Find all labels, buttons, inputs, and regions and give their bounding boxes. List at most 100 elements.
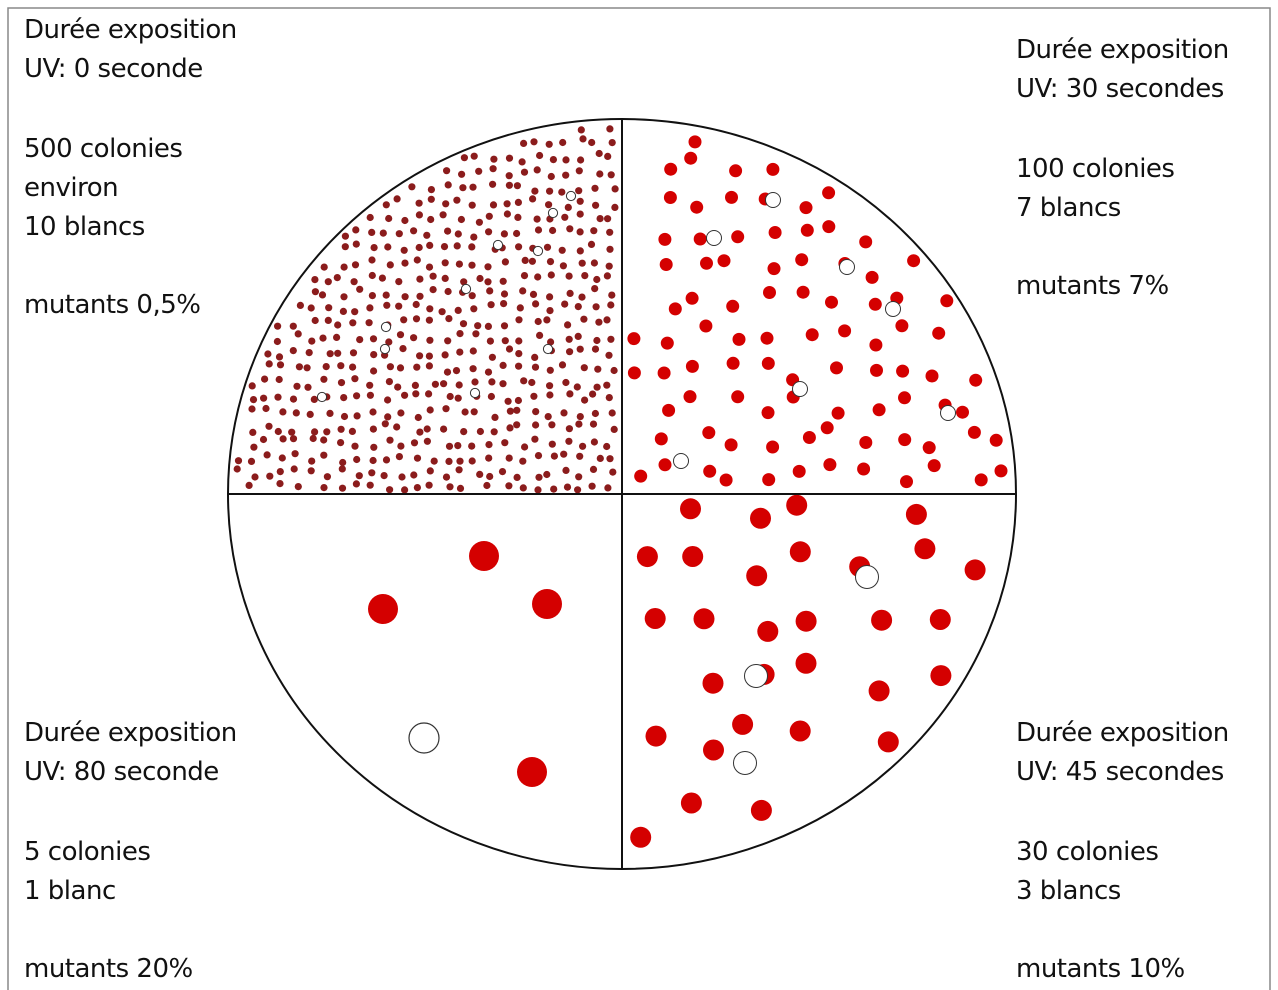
colony — [761, 332, 774, 345]
colony — [590, 466, 597, 473]
colony — [395, 278, 402, 285]
colony — [397, 331, 404, 338]
colony — [506, 182, 513, 189]
colony — [857, 463, 870, 476]
colony — [543, 471, 550, 478]
colony — [546, 293, 553, 300]
colony — [606, 246, 613, 253]
colony — [515, 199, 522, 206]
colony — [456, 466, 463, 473]
colony — [796, 611, 817, 632]
colony — [684, 152, 697, 165]
colony — [593, 303, 600, 310]
colony — [356, 286, 363, 293]
colony — [532, 589, 562, 619]
colony — [291, 465, 298, 472]
exposure-line: UV: 80 seconde — [24, 757, 219, 787]
colony — [575, 303, 582, 310]
colony — [366, 319, 373, 326]
colony — [468, 443, 475, 450]
colony — [401, 392, 408, 399]
colony — [520, 377, 527, 384]
white-colony — [461, 284, 470, 293]
colony — [500, 278, 507, 285]
white-colony — [381, 322, 390, 331]
colony — [501, 439, 508, 446]
colony — [923, 441, 936, 454]
white-colony — [470, 388, 479, 397]
colony — [342, 233, 349, 240]
colony — [549, 227, 556, 234]
colony — [546, 141, 553, 148]
colony — [486, 213, 493, 220]
colony — [531, 354, 538, 361]
colony — [577, 198, 584, 205]
colony — [532, 300, 539, 307]
colony — [513, 421, 520, 428]
colony — [528, 379, 535, 386]
colony — [932, 327, 945, 340]
colony — [416, 276, 423, 283]
count-line: 3 blancs — [1016, 876, 1121, 906]
colony — [426, 305, 433, 312]
colony — [940, 294, 953, 307]
colony — [442, 351, 449, 358]
colony — [319, 291, 326, 298]
colony — [442, 275, 449, 282]
colony — [581, 272, 588, 279]
colony — [486, 287, 493, 294]
colony — [733, 333, 746, 346]
colony — [349, 428, 356, 435]
colony — [565, 204, 572, 211]
colony — [637, 546, 658, 567]
colony — [402, 293, 409, 300]
colony — [367, 214, 374, 221]
colony — [549, 441, 556, 448]
colony — [581, 397, 588, 404]
colony — [304, 384, 311, 391]
colony — [605, 352, 612, 359]
colony — [266, 473, 273, 480]
colony — [384, 396, 391, 403]
colony — [312, 288, 319, 295]
colony — [763, 286, 776, 299]
colony — [304, 364, 311, 371]
colony — [413, 364, 420, 371]
colony — [664, 191, 677, 204]
colony — [898, 433, 911, 446]
colony — [288, 429, 295, 436]
colony — [577, 211, 584, 218]
colony — [397, 409, 404, 416]
colony — [995, 464, 1008, 477]
colony — [731, 390, 744, 403]
colony — [264, 451, 271, 458]
colony — [323, 428, 330, 435]
colony — [370, 351, 377, 358]
colony — [469, 292, 476, 299]
colony — [612, 185, 619, 192]
colony — [590, 421, 597, 428]
colony — [401, 260, 408, 267]
colony — [530, 393, 537, 400]
white-colony — [840, 260, 855, 275]
colony — [681, 793, 702, 814]
white-colony — [380, 344, 389, 353]
colony — [293, 409, 300, 416]
colony — [356, 472, 363, 479]
colony — [588, 139, 595, 146]
colony — [234, 465, 241, 472]
colony — [445, 181, 452, 188]
colony — [296, 363, 303, 370]
colony — [295, 483, 302, 490]
colony — [351, 278, 358, 285]
colony — [428, 196, 435, 203]
colony — [290, 435, 297, 442]
colony — [292, 450, 299, 457]
colony — [444, 337, 451, 344]
colony — [277, 361, 284, 368]
colony — [579, 443, 586, 450]
colony — [725, 438, 738, 451]
colony — [577, 156, 584, 163]
colony — [581, 364, 588, 371]
colonies — [234, 125, 1008, 848]
